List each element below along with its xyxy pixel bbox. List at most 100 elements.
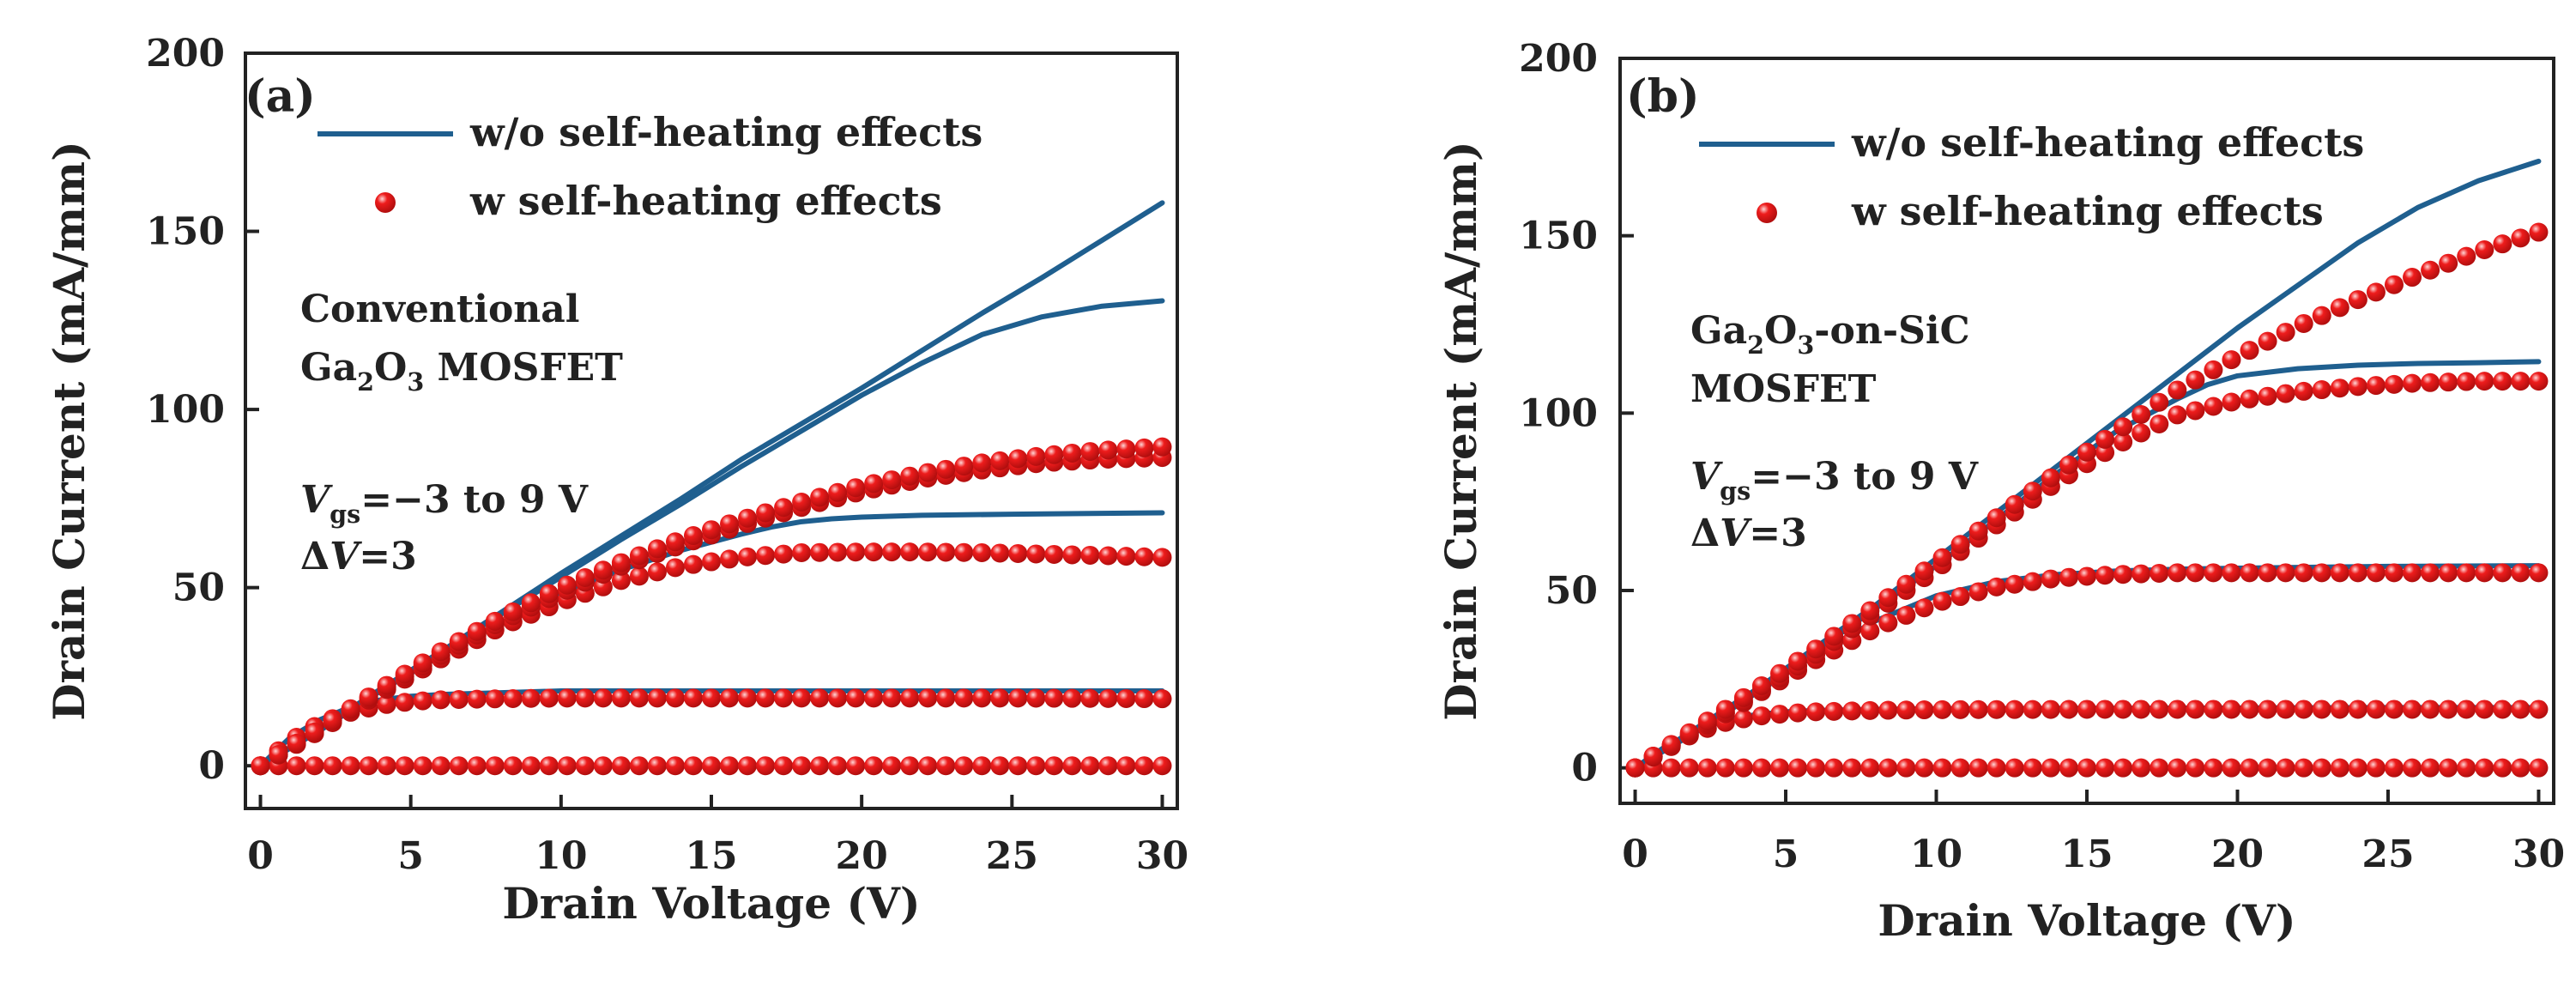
series-marker: [1860, 758, 1880, 778]
series-marker: [2457, 563, 2476, 583]
series-marker: [2312, 306, 2331, 325]
series-marker: [2240, 389, 2259, 409]
series-marker: [2384, 699, 2404, 719]
bias-annotation-part: =−3 to 9 V: [360, 478, 589, 522]
series-marker: [1134, 689, 1154, 709]
series-marker: [2023, 572, 2042, 591]
series-marker: [2240, 758, 2259, 778]
series-marker: [2204, 699, 2223, 719]
bias-annotation-part: V: [1720, 512, 1752, 555]
series-marker: [2384, 374, 2404, 394]
series-marker: [2403, 699, 2422, 719]
series-marker: [1062, 443, 1082, 463]
series-marker: [2168, 405, 2187, 425]
series-marker: [774, 688, 794, 708]
series-marker: [485, 756, 505, 776]
bias-annotation: ΔV=3: [300, 535, 417, 578]
series-marker: [2312, 380, 2331, 400]
series-marker: [720, 756, 740, 776]
bias-annotation-part: gs: [1720, 476, 1751, 506]
series-marker: [1697, 712, 1717, 731]
series-marker: [2150, 563, 2169, 583]
series-marker: [2113, 699, 2133, 719]
series-marker: [864, 688, 884, 708]
series-marker: [1932, 758, 1952, 778]
device-annotation-part: Ga: [300, 346, 357, 390]
series-marker: [2276, 699, 2295, 719]
series-marker: [936, 688, 956, 708]
series-marker: [2366, 282, 2386, 302]
series-marker: [1098, 688, 1118, 708]
series-marker: [2511, 372, 2531, 391]
series-marker: [2529, 372, 2549, 391]
series-marker: [2439, 372, 2458, 392]
series-marker: [1914, 700, 1934, 720]
series-marker: [2095, 566, 2115, 585]
series-marker: [1860, 700, 1880, 720]
series-marker: [503, 602, 523, 621]
series-marker: [2312, 758, 2331, 778]
bias-annotation-part: Δ: [1690, 512, 1720, 555]
series-marker: [2529, 699, 2549, 719]
series-marker: [882, 542, 902, 562]
series-marker: [1968, 758, 1988, 778]
series-marker: [1950, 587, 1970, 607]
series-marker: [683, 526, 703, 546]
y-tick-label: 0: [1571, 747, 1598, 790]
series-marker: [1643, 747, 1663, 766]
series-marker: [756, 503, 776, 523]
series-marker: [1008, 543, 1028, 563]
series-marker: [557, 756, 577, 776]
series-marker: [810, 756, 830, 776]
series-marker: [1044, 688, 1064, 708]
x-tick-label: 30: [1136, 834, 1188, 878]
series-marker: [323, 756, 342, 776]
series-marker: [900, 756, 920, 776]
series-marker: [2113, 758, 2133, 778]
series-marker: [2511, 758, 2531, 778]
series-marker: [2240, 341, 2259, 360]
series-marker: [629, 688, 649, 708]
series-marker: [1026, 446, 1046, 466]
y-tick-label: 150: [146, 210, 225, 254]
series-marker: [2421, 563, 2440, 583]
series-marker: [774, 544, 794, 564]
series-marker: [2113, 433, 2133, 452]
series-marker: [2457, 372, 2476, 391]
series-marker: [2041, 569, 2060, 589]
series-marker: [1788, 703, 1808, 723]
series-marker: [1896, 605, 1916, 625]
series-marker: [2132, 404, 2151, 424]
series-marker: [683, 756, 703, 776]
bias-annotation-part: =3: [1749, 512, 1806, 555]
series-marker: [2366, 699, 2386, 719]
series-marker: [2493, 372, 2513, 391]
series-marker: [647, 539, 667, 559]
series-marker: [1842, 701, 1862, 721]
series-marker: [972, 688, 992, 708]
series-marker: [990, 756, 1010, 776]
series-marker: [720, 688, 740, 708]
series-marker: [1026, 756, 1046, 776]
series-marker: [1661, 758, 1681, 778]
series-marker: [702, 688, 721, 708]
device-annotation-part: 2: [357, 367, 374, 397]
series-marker: [1152, 548, 1172, 567]
series-marker: [1679, 723, 1699, 742]
series-marker: [2457, 758, 2476, 778]
series-marker: [846, 542, 866, 562]
series-marker: [2421, 372, 2440, 392]
y-tick-label: 200: [1519, 37, 1598, 81]
series-marker: [1751, 675, 1771, 695]
series-marker: [2403, 373, 2422, 393]
x-tick-label: 10: [1910, 833, 1962, 876]
y-tick-label: 50: [172, 566, 225, 610]
series-marker: [2330, 378, 2349, 398]
series-marker: [1116, 547, 1136, 566]
series-marker: [2132, 758, 2151, 778]
series-marker: [1751, 758, 1771, 778]
series-marker: [341, 756, 360, 776]
series-marker: [2077, 566, 2096, 586]
y-tick-label: 50: [1545, 569, 1598, 613]
